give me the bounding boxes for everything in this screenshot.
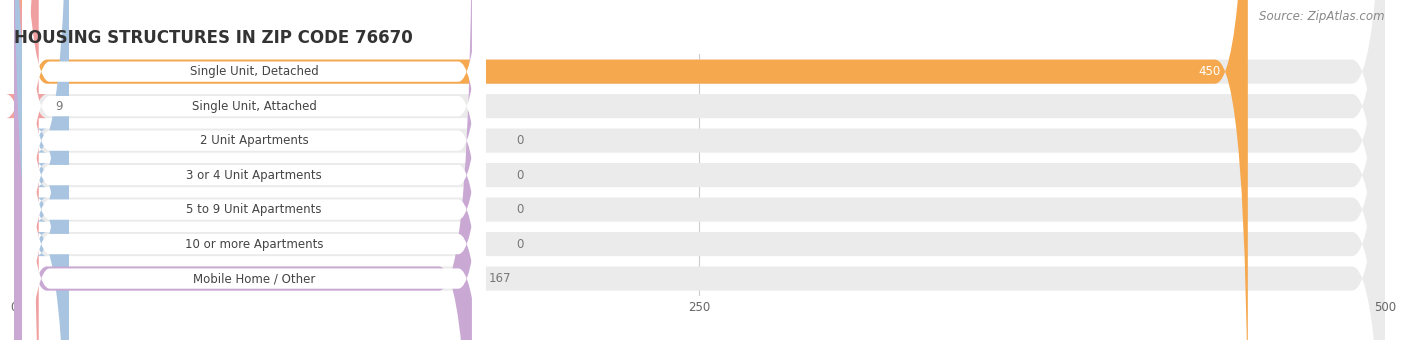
FancyBboxPatch shape bbox=[14, 0, 1385, 340]
FancyBboxPatch shape bbox=[14, 0, 1385, 340]
FancyBboxPatch shape bbox=[14, 0, 69, 340]
FancyBboxPatch shape bbox=[14, 0, 69, 340]
Text: 0: 0 bbox=[516, 169, 523, 182]
Text: 167: 167 bbox=[488, 272, 510, 285]
FancyBboxPatch shape bbox=[22, 0, 485, 340]
Text: Single Unit, Detached: Single Unit, Detached bbox=[190, 65, 318, 78]
Text: HOUSING STRUCTURES IN ZIP CODE 76670: HOUSING STRUCTURES IN ZIP CODE 76670 bbox=[14, 29, 413, 47]
Text: 2 Unit Apartments: 2 Unit Apartments bbox=[200, 134, 308, 147]
FancyBboxPatch shape bbox=[14, 0, 69, 340]
FancyBboxPatch shape bbox=[22, 0, 485, 340]
FancyBboxPatch shape bbox=[14, 0, 1385, 340]
Text: 0: 0 bbox=[516, 238, 523, 251]
FancyBboxPatch shape bbox=[14, 0, 1385, 340]
Text: 450: 450 bbox=[1198, 65, 1220, 78]
Text: Single Unit, Attached: Single Unit, Attached bbox=[191, 100, 316, 113]
FancyBboxPatch shape bbox=[14, 0, 69, 340]
FancyBboxPatch shape bbox=[22, 0, 485, 340]
Text: 3 or 4 Unit Apartments: 3 or 4 Unit Apartments bbox=[186, 169, 322, 182]
FancyBboxPatch shape bbox=[14, 0, 1385, 340]
Text: Mobile Home / Other: Mobile Home / Other bbox=[193, 272, 315, 285]
FancyBboxPatch shape bbox=[14, 0, 1385, 340]
FancyBboxPatch shape bbox=[14, 0, 1385, 340]
FancyBboxPatch shape bbox=[22, 0, 485, 340]
FancyBboxPatch shape bbox=[22, 0, 485, 340]
FancyBboxPatch shape bbox=[14, 0, 1249, 340]
Text: 0: 0 bbox=[516, 134, 523, 147]
FancyBboxPatch shape bbox=[22, 0, 485, 340]
FancyBboxPatch shape bbox=[6, 0, 46, 340]
Text: 0: 0 bbox=[516, 203, 523, 216]
Text: Source: ZipAtlas.com: Source: ZipAtlas.com bbox=[1260, 10, 1385, 23]
FancyBboxPatch shape bbox=[14, 0, 472, 340]
Text: 9: 9 bbox=[55, 100, 63, 113]
FancyBboxPatch shape bbox=[22, 0, 485, 340]
Text: 5 to 9 Unit Apartments: 5 to 9 Unit Apartments bbox=[186, 203, 322, 216]
Text: 10 or more Apartments: 10 or more Apartments bbox=[184, 238, 323, 251]
